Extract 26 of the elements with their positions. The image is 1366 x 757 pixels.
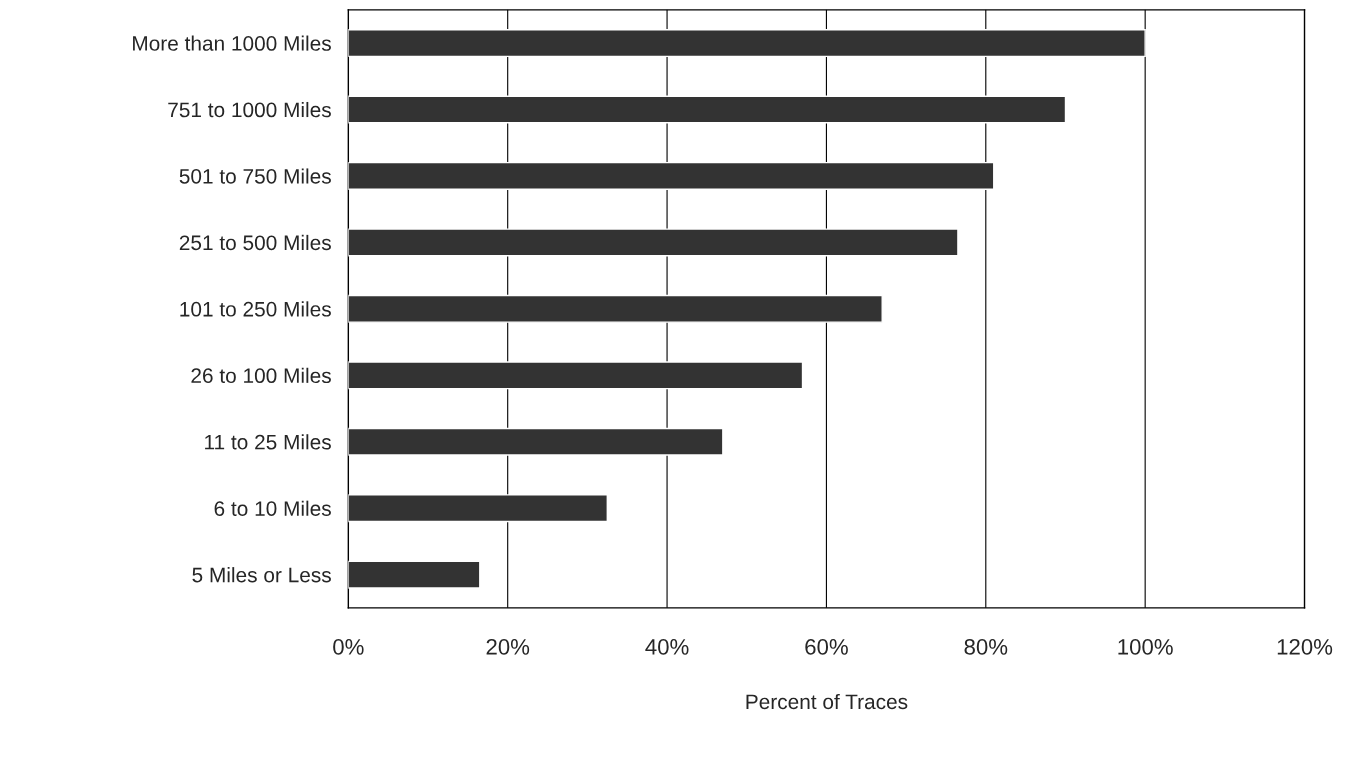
bar bbox=[348, 228, 959, 257]
bar bbox=[348, 294, 883, 323]
bar bbox=[348, 361, 804, 390]
y-tick-label: 251 to 500 Miles bbox=[179, 234, 331, 251]
x-axis-title: Percent of Traces bbox=[746, 693, 908, 710]
y-tick-label: 26 to 100 Miles bbox=[191, 367, 331, 384]
y-tick-label: 6 to 10 Miles bbox=[214, 500, 331, 516]
x-tick-label: 80% bbox=[964, 639, 1008, 655]
y-tick-label: 11 to 25 Miles bbox=[205, 434, 331, 450]
bar bbox=[348, 560, 481, 589]
y-tick-label: 751 to 1000 Miles bbox=[168, 101, 331, 118]
y-tick-label: More than 1000 Miles bbox=[133, 35, 331, 51]
y-tick-label: 501 to 750 Miles bbox=[179, 168, 331, 184]
x-tick-label: 60% bbox=[805, 639, 848, 655]
x-tick-label: 100% bbox=[1118, 639, 1173, 655]
bar bbox=[348, 95, 1067, 124]
x-tick-label: 20% bbox=[486, 639, 530, 655]
bar bbox=[348, 427, 724, 456]
x-tick-label: 120% bbox=[1277, 639, 1333, 655]
bar bbox=[348, 494, 608, 523]
bar bbox=[348, 161, 995, 190]
x-tick-label: 0% bbox=[333, 639, 364, 655]
y-tick-label: 101 to 250 Miles bbox=[180, 301, 331, 317]
y-tick-label: 5 Miles or Less bbox=[192, 567, 331, 583]
x-tick-label: 40% bbox=[645, 639, 689, 655]
bar bbox=[348, 29, 1146, 58]
